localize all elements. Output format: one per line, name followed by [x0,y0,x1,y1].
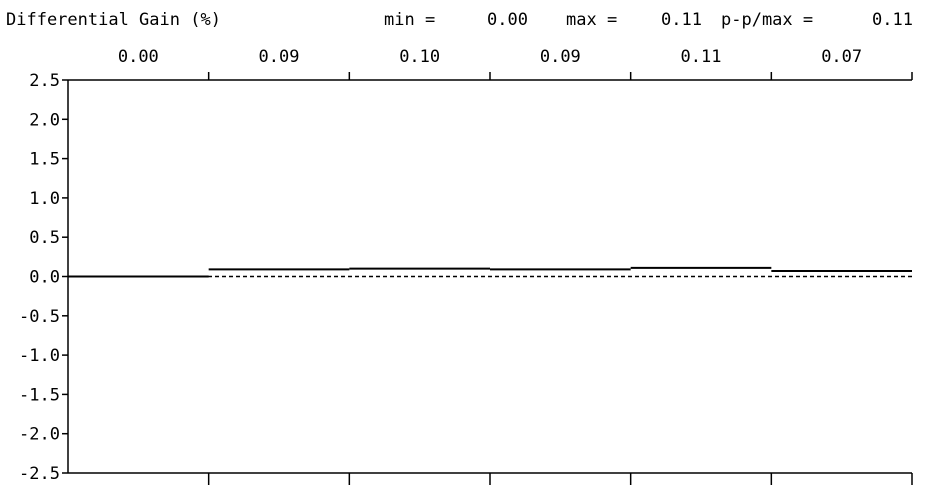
step-value-label: 0.00 [118,47,159,67]
chart-title: Differential Gain (%) [6,10,221,30]
y-tick-label: 0.0 [29,268,60,288]
max-value: 0.11 [661,10,702,30]
pp-max-label: p-p/max = [721,10,813,30]
step-value-label: 0.10 [399,47,440,67]
step-value-label: 0.11 [681,47,722,67]
pp-max-value: 0.11 [872,10,913,30]
y-tick-label: -0.5 [19,307,60,327]
x-axis [68,72,913,485]
y-tick-label: -1.0 [19,346,60,366]
step-value-label: 0.09 [540,47,581,67]
y-tick-label: -1.5 [19,385,60,405]
step-value-labels: 0.00 0.09 0.10 0.09 0.11 0.07 [118,47,862,67]
step-value-label: 0.09 [259,47,300,67]
y-tick-label: 1.0 [29,189,60,209]
plot-area [68,266,912,278]
y-tick-label: 2.5 [29,71,60,91]
y-tick-label: 0.5 [29,228,60,248]
y-axis: 2.5 2.0 1.5 1.0 0.5 0.0 -0.5 -1.0 -1.5 -2.0 -2.5 [19,71,69,484]
y-tick-label: -2.5 [19,464,60,484]
max-label: max = [566,10,617,30]
chart-header: Differential Gain (%) min = 0.00 max = 0… [6,10,913,30]
min-value: 0.00 [487,10,528,30]
y-tick-label: 1.5 [29,150,60,170]
y-tick-label: -2.0 [19,425,60,445]
y-tick-label: 2.0 [29,110,60,130]
min-label: min = [384,10,435,30]
step-value-label: 0.07 [821,47,862,67]
